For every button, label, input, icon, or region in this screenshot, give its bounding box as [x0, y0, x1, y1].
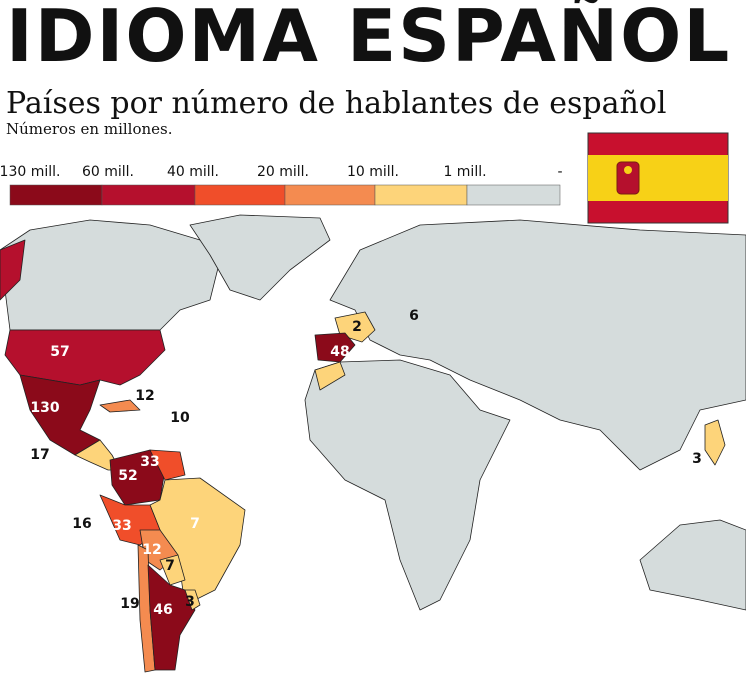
mexico — [19, 374, 101, 456]
country-value: 2 — [352, 319, 362, 335]
subtitle: Países por número de hablantes de españo… — [6, 86, 667, 121]
country-value: 19 — [120, 596, 139, 612]
country-value: 3 — [692, 451, 702, 467]
morocco — [314, 361, 346, 391]
spain — [314, 332, 356, 363]
philippines — [704, 419, 726, 466]
legend: 130 mill. 60 mill. 40 mill. 20 mill. 10 mill… — [0, 164, 563, 206]
country-value: 33 — [112, 518, 131, 534]
country-value: 12 — [142, 542, 161, 558]
canada — [0, 219, 221, 331]
country-value: 48 — [330, 344, 349, 360]
country-value: 7 — [190, 516, 200, 532]
legend-label: - — [557, 164, 562, 180]
country-value: 52 — [118, 468, 137, 484]
legend-swatch — [101, 184, 196, 206]
country-value: 12 — [135, 388, 154, 404]
usa — [4, 329, 166, 386]
australia — [639, 519, 746, 611]
legend-swatch — [194, 184, 286, 206]
country-value: 57 — [50, 344, 69, 360]
venezuela — [149, 449, 186, 481]
legend-label: 60 mill. — [82, 164, 134, 180]
paraguay — [159, 554, 186, 586]
country-value: 6 — [409, 308, 419, 324]
legend-swatch — [466, 184, 561, 206]
country-value: 46 — [153, 602, 172, 618]
greenland — [189, 214, 331, 301]
legend-label: 130 mill. — [0, 164, 60, 180]
uruguay — [184, 589, 201, 611]
country-value: 17 — [30, 447, 49, 463]
country-value: 33 — [140, 454, 159, 470]
legend-label: 40 mill. — [167, 164, 219, 180]
argentina — [147, 564, 196, 671]
legend-label: 1 mill. — [443, 164, 486, 180]
legend-swatch — [374, 184, 468, 206]
land — [0, 214, 746, 673]
legend-label: 10 mill. — [347, 164, 399, 180]
note: Números en millones. — [6, 120, 173, 138]
cuba — [99, 399, 141, 413]
africa — [304, 359, 511, 611]
legend-swatch — [284, 184, 376, 206]
country-value: 7 — [165, 558, 175, 574]
eurasia — [329, 219, 746, 471]
title: IDIOMA ESPAÑOL — [6, 0, 732, 78]
alaska — [0, 239, 26, 301]
country-value: 10 — [170, 410, 190, 426]
legend-label: 20 mill. — [257, 164, 309, 180]
country-value: 3 — [185, 594, 195, 610]
country-value: 16 — [72, 516, 91, 532]
country-value: 130 — [30, 400, 59, 416]
legend-swatch — [9, 184, 103, 206]
flag — [587, 132, 729, 224]
